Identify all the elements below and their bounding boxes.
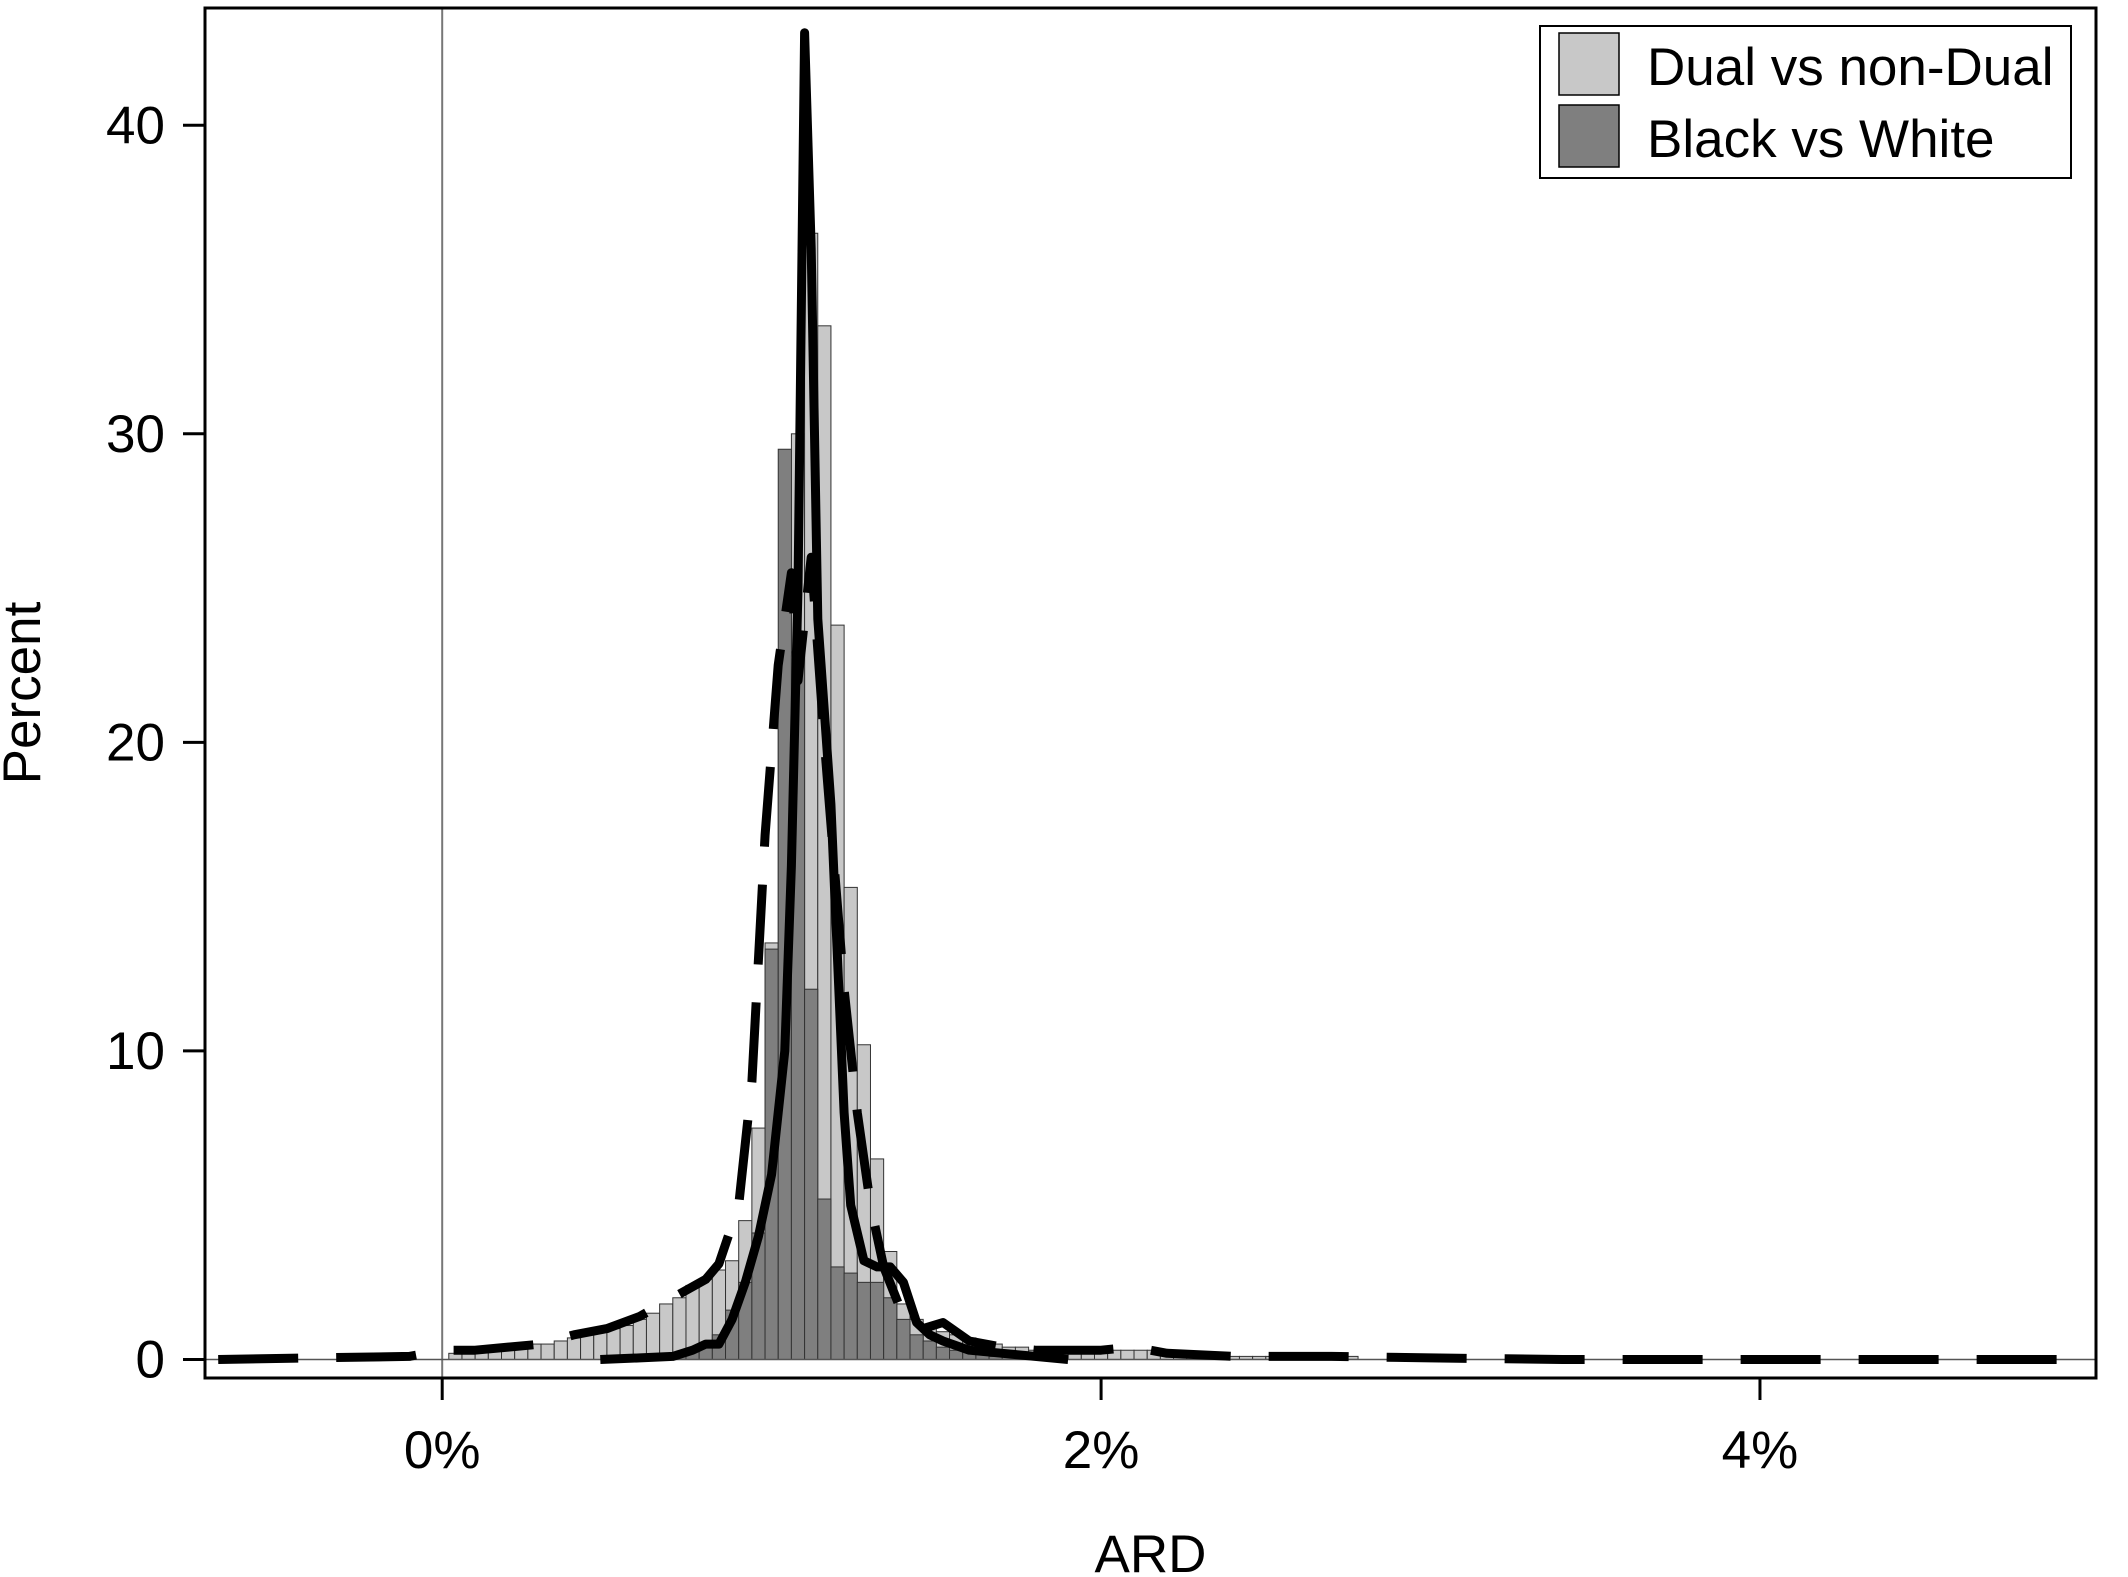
bar-dual (566, 1337, 582, 1360)
bar-race (830, 1266, 845, 1360)
x-tick-label: 2% (1063, 1421, 1140, 1480)
legend-label-race: Black vs White (1647, 110, 1995, 169)
y-axis-title: Percent (0, 601, 52, 784)
legend-box (1539, 25, 2072, 179)
bar-dual (540, 1343, 555, 1360)
bar-race (817, 1198, 832, 1360)
bar-race (922, 1340, 937, 1360)
y-tick-label: 30 (106, 405, 165, 464)
bar-race (856, 1281, 871, 1360)
y-tick-label: 20 (106, 713, 165, 772)
y-tick-label: 0 (136, 1330, 165, 1389)
x-tick-label: 4% (1722, 1421, 1799, 1480)
bar-race (935, 1346, 951, 1360)
x-tick-label: 0% (404, 1421, 481, 1480)
bar-dual (645, 1312, 661, 1360)
y-tick-label: 40 (106, 96, 165, 155)
x-axis-title: ARD (1095, 1525, 1207, 1577)
bar-dual (1133, 1349, 1148, 1360)
curve-race-solid (600, 28, 1069, 1364)
bar-race (804, 988, 819, 1360)
legend-swatch-race (1558, 104, 1620, 168)
plot-frame (203, 6, 2098, 1380)
density-curves (205, 28, 2096, 1364)
y-axis: 0 10 20 30 40 (106, 96, 205, 1389)
bar-race (869, 1281, 885, 1360)
bar-race (896, 1318, 911, 1360)
bar-dual (659, 1303, 674, 1360)
y-tick-label: 10 (106, 1022, 165, 1081)
curve-dual-dashed (218, 552, 2090, 1364)
bar-dual (553, 1340, 568, 1360)
bar-race (843, 1272, 858, 1360)
bar-race (883, 1297, 898, 1360)
bar-dual (1120, 1349, 1135, 1360)
legend-label-dual: Dual vs non-Dual (1647, 38, 2054, 97)
legend: Dual vs non-Dual Black vs White (1539, 25, 2072, 179)
legend-swatch-dual (1558, 32, 1620, 96)
bar-race (909, 1334, 924, 1360)
x-axis: 0% 2% 4% (404, 1378, 1798, 1480)
